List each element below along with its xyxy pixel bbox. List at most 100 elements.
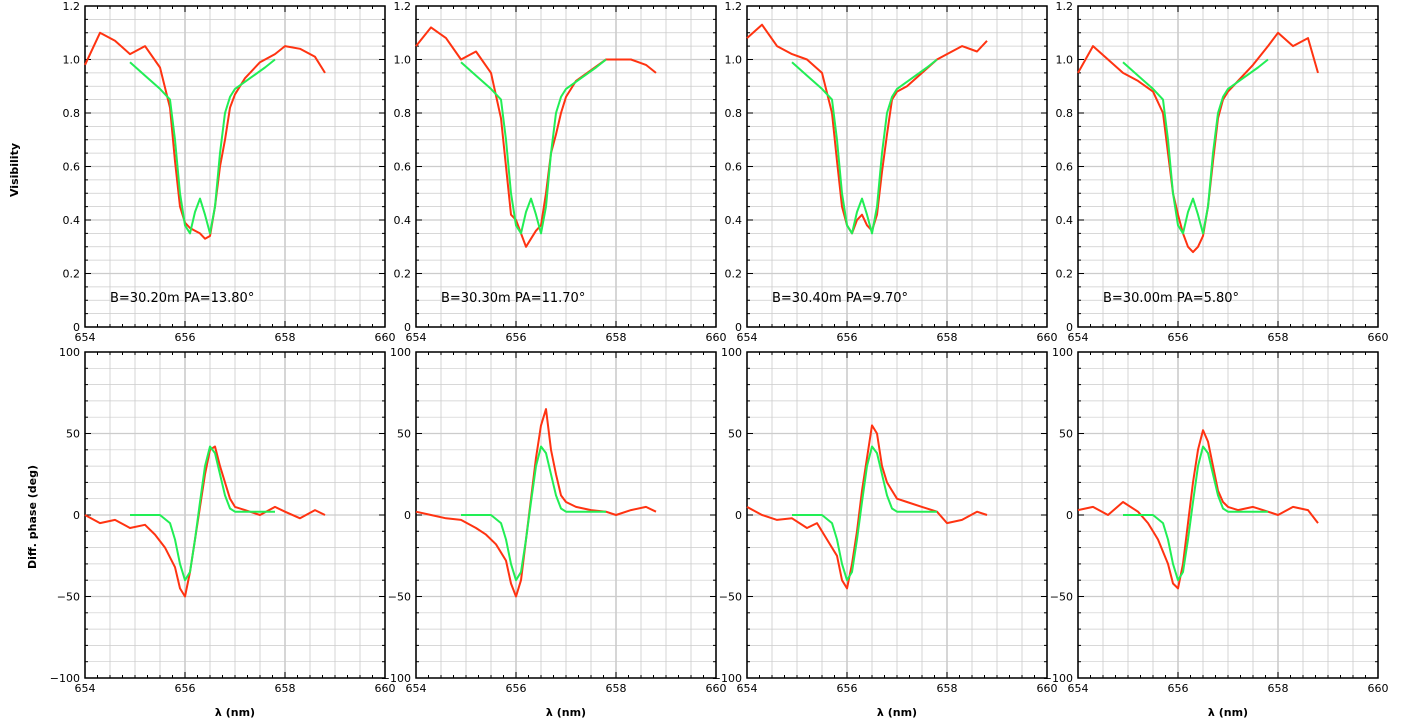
x-tick-label: 660	[375, 682, 396, 695]
y-tick-label: 0.6	[394, 161, 412, 174]
y-tick-label: 50	[397, 428, 411, 441]
model-series-line	[129, 58, 276, 235]
x-tick-label: 660	[1368, 682, 1389, 695]
observed-series-line	[84, 445, 326, 598]
y-tick-label: −50	[57, 591, 80, 604]
y-tick-label: 0.6	[1056, 161, 1074, 174]
y-tick-label: 0.8	[1056, 107, 1074, 120]
x-tick-label: 654	[406, 331, 427, 344]
x-axis-label: λ (nm)	[1208, 706, 1248, 719]
x-tick-label: 656	[837, 331, 858, 344]
x-tick-label: 654	[737, 331, 758, 344]
x-tick-label: 656	[506, 331, 527, 344]
phase-ylabel: Diff. phase (deg)	[26, 465, 39, 569]
phase-panel-1: 654 656 658 660 −100 −50 0 50 100 λ (nm)	[50, 346, 396, 719]
y-tick-label: 100	[1052, 346, 1073, 359]
y-tick-label: 1.0	[394, 54, 412, 67]
observed-series-line	[1077, 429, 1319, 590]
y-tick-label: 0.6	[725, 161, 743, 174]
y-tick-label: 50	[1059, 428, 1073, 441]
y-tick-label: 0	[1066, 509, 1073, 522]
x-tick-label: 658	[606, 331, 627, 344]
observed-series-line	[1077, 31, 1319, 254]
y-tick-label: 0.2	[725, 268, 743, 281]
y-tick-label: 0.4	[63, 214, 81, 227]
baseline-annotation: B=30.40m PA=9.70°	[772, 291, 908, 306]
x-tick-label: 660	[1037, 682, 1058, 695]
y-tick-label: −100	[50, 672, 80, 685]
x-tick-label: 654	[737, 682, 758, 695]
vis-ylabel: Visibility	[8, 143, 21, 197]
observed-series-line	[84, 31, 326, 240]
x-tick-label: 658	[606, 682, 627, 695]
y-tick-label: 0.8	[63, 107, 81, 120]
x-axis-label: λ (nm)	[215, 706, 255, 719]
y-tick-label: −100	[712, 672, 742, 685]
x-tick-label: 658	[275, 682, 296, 695]
y-tick-label: 0	[73, 509, 80, 522]
x-tick-label: 658	[275, 331, 296, 344]
y-tick-label: 0.8	[725, 107, 743, 120]
x-tick-label: 656	[175, 331, 196, 344]
y-tick-label: 0	[1066, 321, 1073, 334]
model-series-line	[460, 58, 607, 235]
y-tick-label: 100	[721, 346, 742, 359]
y-tick-label: 100	[390, 346, 411, 359]
x-tick-label: 660	[1368, 331, 1389, 344]
y-tick-label: 0	[735, 509, 742, 522]
model-series-line	[1123, 445, 1268, 582]
visibility-panel-3: 654 656 658 660 0 0.2 0.4 0.6 0.8 1.0 1.2 B=30.40m …	[725, 0, 1058, 344]
y-tick-label: 0.2	[394, 268, 412, 281]
y-tick-label: 0.4	[1056, 214, 1074, 227]
visibility-panel-1: 654 656 658 660 0 0.2 0.4 0.6 0.8 1.0 1.2 B=30.20m …	[63, 0, 396, 344]
x-tick-label: 660	[706, 331, 727, 344]
y-tick-label: 1.0	[725, 54, 743, 67]
x-axis-label: λ (nm)	[546, 706, 586, 719]
phase-panel-4: 654 656 658 660 −100 −50 0 50 100 λ (nm)	[1043, 346, 1389, 719]
model-series-line	[130, 445, 275, 582]
observed-series-line	[746, 424, 988, 590]
y-tick-label: 1.0	[1056, 54, 1074, 67]
x-tick-label: 654	[75, 682, 96, 695]
y-tick-label: −50	[719, 591, 742, 604]
y-tick-label: 0	[735, 321, 742, 334]
baseline-annotation: B=30.00m PA=5.80°	[1103, 291, 1239, 306]
x-tick-label: 656	[1168, 331, 1189, 344]
y-tick-label: 0.4	[394, 214, 412, 227]
y-tick-label: 1.0	[63, 54, 81, 67]
x-tick-label: 658	[937, 682, 958, 695]
y-tick-label: 0	[404, 509, 411, 522]
y-tick-label: −100	[381, 672, 411, 685]
model-series-line	[792, 445, 937, 582]
observed-series-line	[746, 23, 988, 235]
baseline-annotation: B=30.20m PA=13.80°	[110, 291, 254, 306]
x-tick-label: 658	[937, 331, 958, 344]
y-tick-label: 1.2	[725, 0, 743, 13]
y-tick-label: 0.2	[63, 268, 81, 281]
x-tick-label: 656	[1168, 682, 1189, 695]
x-tick-label: 658	[1268, 682, 1289, 695]
model-series-line	[461, 445, 606, 582]
y-tick-label: 100	[59, 346, 80, 359]
y-tick-label: −100	[1043, 672, 1073, 685]
x-tick-label: 660	[706, 682, 727, 695]
y-tick-label: 0	[73, 321, 80, 334]
x-tick-label: 658	[1268, 331, 1289, 344]
model-series-line	[1122, 58, 1269, 235]
x-tick-label: 654	[1068, 682, 1089, 695]
y-tick-label: 0.8	[394, 107, 412, 120]
x-tick-label: 654	[406, 682, 427, 695]
visibility-panel-2: 654 656 658 660 0 0.2 0.4 0.6 0.8 1.0 1.2 B=30.30m …	[394, 0, 727, 344]
y-tick-label: 0.4	[725, 214, 743, 227]
x-tick-label: 654	[75, 331, 96, 344]
model-series-line	[791, 58, 938, 235]
x-tick-label: 656	[175, 682, 196, 695]
y-tick-label: 0	[404, 321, 411, 334]
baseline-annotation: B=30.30m PA=11.70°	[441, 291, 585, 306]
visibility-panel-4: 654 656 658 660 0 0.2 0.4 0.6 0.8 1.0 1.2 B=30.00m …	[1056, 0, 1389, 344]
y-tick-label: 1.2	[63, 0, 81, 13]
y-tick-label: 1.2	[1056, 0, 1074, 13]
y-tick-label: −50	[1050, 591, 1073, 604]
x-tick-label: 654	[1068, 331, 1089, 344]
